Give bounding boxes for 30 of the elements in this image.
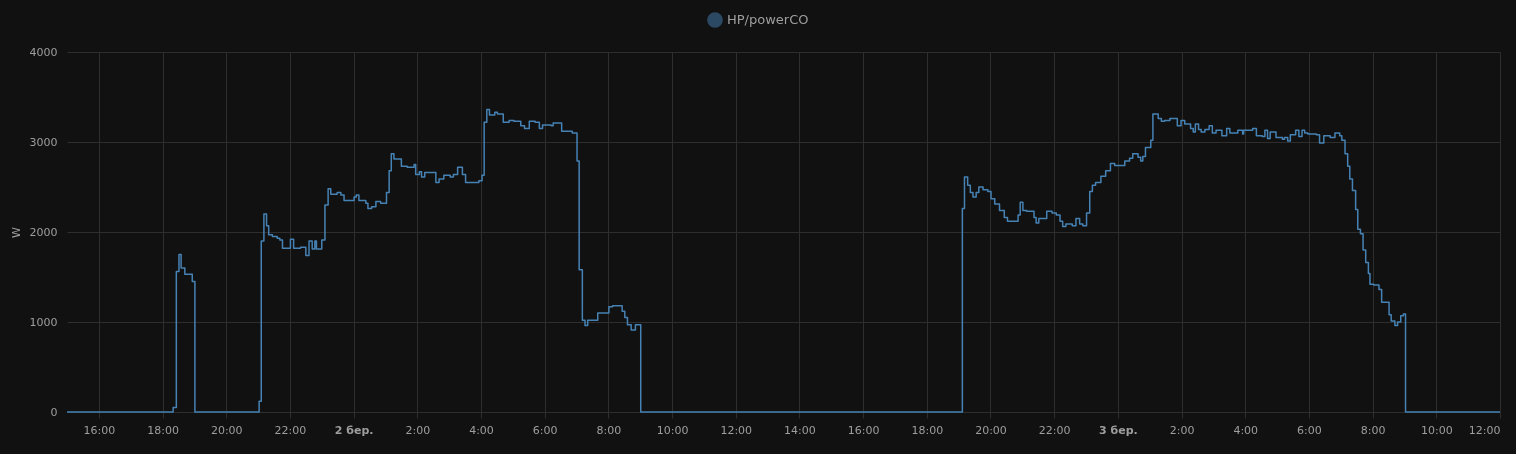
y-tick-label: 2000 bbox=[29, 225, 58, 239]
y-tick-label: 3000 bbox=[29, 135, 58, 149]
x-tick-label: 3 бер. bbox=[1099, 423, 1138, 437]
x-tick-label: 12:00 bbox=[1468, 423, 1501, 437]
x-tick-label: 22:00 bbox=[1038, 423, 1071, 437]
x-tick-label: 10:00 bbox=[656, 423, 689, 437]
x-tick-label: 18:00 bbox=[147, 423, 179, 437]
x-tick-label: 12:00 bbox=[720, 423, 753, 437]
legend-label: HP/powerCO bbox=[727, 12, 809, 27]
x-tick-label: 16:00 bbox=[83, 423, 116, 437]
x-tick-label: 8:00 bbox=[596, 423, 622, 437]
x-tick-label: 10:00 bbox=[1420, 423, 1453, 437]
x-tick-label: 16:00 bbox=[847, 423, 880, 437]
y-tick-label: 1000 bbox=[29, 315, 58, 329]
x-tick-label: 6:00 bbox=[532, 423, 558, 437]
y-axis-title: W bbox=[9, 226, 23, 238]
x-tick-label: 22:00 bbox=[274, 423, 307, 437]
y-tick-label: 0 bbox=[50, 405, 58, 419]
x-tick-label: 2:00 bbox=[1169, 423, 1195, 437]
x-tick-label: 20:00 bbox=[975, 423, 1007, 437]
x-tick-label: 6:00 bbox=[1297, 423, 1322, 437]
x-tick-label: 8:00 bbox=[1360, 423, 1386, 437]
x-tick-label: 2:00 bbox=[405, 423, 431, 437]
x-tick-label: 2 бер. bbox=[334, 423, 374, 437]
x-tick-label: 18:00 bbox=[911, 423, 944, 437]
x-tick-label: 4:00 bbox=[1233, 423, 1259, 437]
y-tick-label: 4000 bbox=[29, 45, 58, 59]
x-tick-label: 14:00 bbox=[784, 423, 816, 437]
x-tick-label: 4:00 bbox=[469, 423, 494, 437]
x-tick-label: 20:00 bbox=[210, 423, 243, 437]
